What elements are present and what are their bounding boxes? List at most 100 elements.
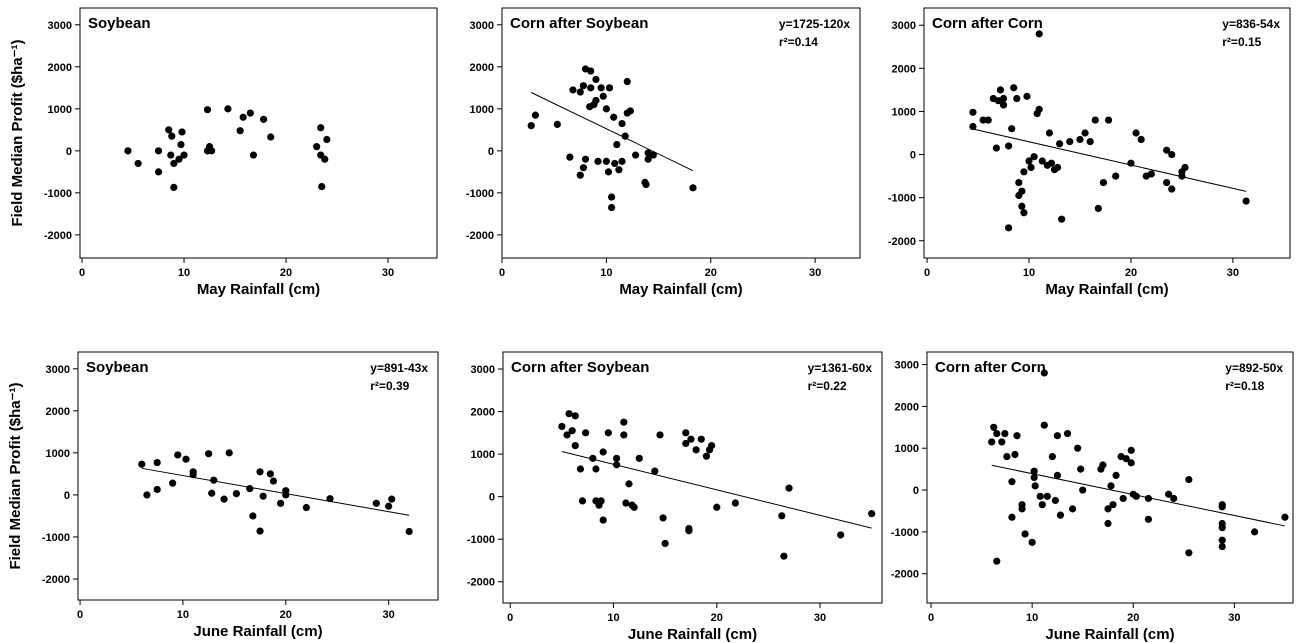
data-point: [326, 495, 334, 503]
x-axis-label: June Rainfall (cm): [193, 623, 322, 640]
data-point: [1091, 116, 1099, 124]
fit-line: [531, 92, 694, 172]
data-point: [644, 155, 652, 163]
data-point: [1218, 536, 1226, 544]
data-point: [1047, 159, 1056, 167]
data-point: [527, 122, 535, 130]
data-point: [1127, 159, 1135, 167]
data-point: [1030, 467, 1038, 475]
fit-equation: y=1725-120x: [779, 17, 850, 31]
data-point: [182, 455, 190, 463]
data-point: [385, 502, 393, 510]
data-point: [612, 454, 621, 462]
x-tick-label: 10: [1026, 612, 1038, 624]
data-point: [208, 489, 216, 497]
data-point: [1104, 519, 1112, 528]
data-point: [622, 499, 630, 507]
data-point: [225, 449, 233, 457]
x-tick-label: 30: [382, 267, 394, 279]
data-point: [611, 159, 619, 168]
data-point: [1137, 135, 1145, 144]
x-axis-label: May Rainfall (cm): [619, 281, 742, 298]
data-point: [659, 514, 667, 522]
y-tick-label: -2000: [467, 577, 495, 589]
x-axis-label: May Rainfall (cm): [1045, 281, 1168, 298]
data-point: [177, 140, 185, 149]
data-point: [868, 510, 876, 518]
data-point: [1147, 170, 1155, 178]
data-point: [246, 485, 254, 493]
data-point: [175, 155, 183, 163]
y-tick-label: 0: [66, 146, 72, 158]
data-point: [553, 120, 561, 128]
data-point: [1025, 157, 1033, 165]
panel-title: Soybean: [86, 359, 149, 376]
data-point: [623, 77, 631, 86]
y-tick-label: 3000: [895, 360, 919, 372]
data-point: [1028, 538, 1036, 546]
data-point: [1008, 513, 1016, 521]
data-point: [687, 435, 695, 443]
data-point: [576, 171, 584, 179]
data-point: [999, 94, 1008, 103]
fit-line: [972, 128, 1247, 192]
data-point: [1066, 138, 1074, 146]
data-point: [267, 133, 275, 141]
plot-frame: [926, 351, 1294, 604]
y-tick-label: 3000: [46, 364, 70, 376]
data-point: [1021, 530, 1029, 538]
plot-frame: [77, 351, 439, 601]
data-point: [1099, 178, 1108, 187]
data-point: [713, 503, 721, 511]
data-point: [626, 107, 634, 115]
data-point: [1086, 138, 1094, 146]
data-point: [405, 527, 413, 536]
data-point: [602, 105, 610, 113]
data-point: [996, 86, 1005, 94]
data-point: [571, 441, 579, 450]
y-tick-label: 3000: [48, 20, 72, 32]
data-point: [1099, 461, 1107, 469]
data-point: [1045, 129, 1053, 137]
data-point: [1053, 432, 1062, 440]
data-point: [702, 452, 711, 460]
panel: -2000 -1000 0 1000 2000 3000 0 10 20 30 Soybean May…: [9, 7, 438, 298]
data-point: [993, 429, 1001, 438]
x-axis-label: June Rainfall (cm): [1045, 626, 1174, 643]
panel: -2000 -1000 0 1000 2000 3000 0 10 20 30 Soybean y=8…: [7, 351, 439, 640]
x-tick-label: 10: [1023, 267, 1035, 279]
fit-r2: r²=0.15: [1222, 35, 1261, 49]
data-point: [1005, 224, 1013, 232]
data-point: [153, 485, 161, 494]
fit-line: [561, 451, 872, 529]
data-point: [612, 461, 621, 469]
data-point: [1013, 94, 1021, 103]
data-point: [232, 490, 240, 498]
x-tick-label: 0: [928, 612, 934, 624]
x-tick-label: 10: [178, 267, 190, 279]
fit-equation: y=891-43x: [370, 361, 428, 375]
data-point: [605, 84, 614, 92]
y-tick-label: 2000: [471, 407, 495, 419]
data-point: [1018, 187, 1026, 195]
data-point: [1281, 513, 1289, 521]
y-tick-label: 1000: [892, 106, 916, 118]
data-point: [692, 446, 700, 454]
data-point: [618, 119, 626, 128]
data-point: [568, 427, 576, 435]
y-tick-label: -2000: [44, 230, 72, 242]
data-point: [210, 476, 218, 484]
data-point: [1119, 494, 1127, 503]
fit-r2: r²=0.18: [1225, 379, 1264, 393]
data-point: [1055, 140, 1064, 148]
x-tick-label: 20: [280, 267, 292, 279]
data-point: [259, 492, 267, 500]
data-point: [1144, 515, 1153, 523]
data-point: [1013, 432, 1021, 440]
data-point: [569, 86, 577, 94]
data-point: [1107, 482, 1115, 490]
data-point: [618, 157, 626, 165]
data-point: [1104, 116, 1113, 124]
data-point: [621, 132, 629, 140]
data-point: [651, 467, 659, 475]
